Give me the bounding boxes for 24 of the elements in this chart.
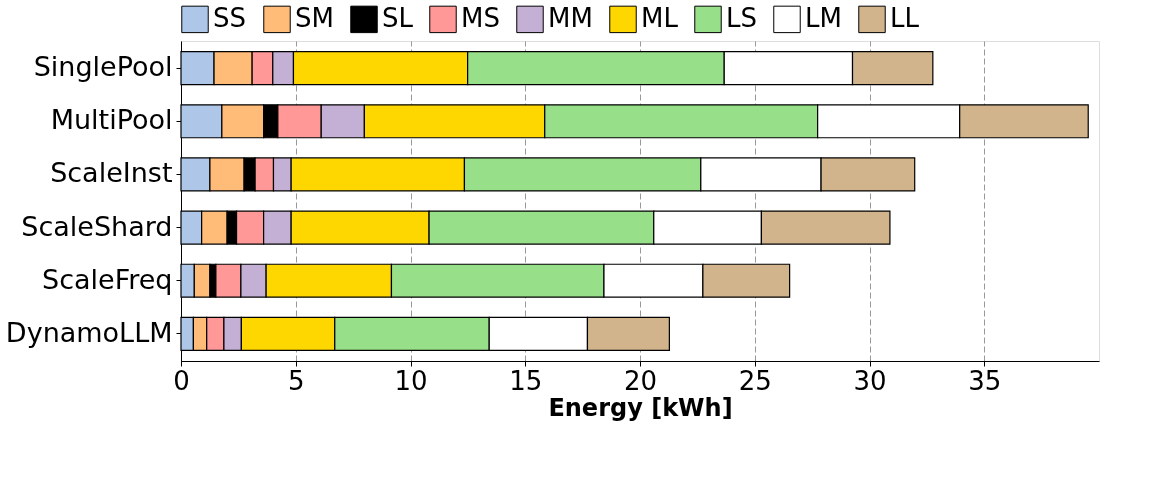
y-tick-label: SinglePool [33, 51, 173, 83]
x-axis-title: Energy [kWh] [548, 393, 733, 422]
legend-label: MS [461, 3, 500, 34]
x-tick-label: 10 [394, 365, 428, 396]
y-tick-label: ScaleShard [21, 210, 173, 242]
x-tick-label: 30 [853, 365, 887, 396]
y-tick-label: DynamoLLM [5, 316, 173, 348]
x-tick-label: 15 [509, 365, 543, 396]
y-tick-label: MultiPool [50, 104, 173, 136]
x-tick-label: 25 [738, 365, 772, 396]
legend-label: LL [890, 3, 920, 34]
x-tick-label: 5 [287, 365, 305, 396]
x-tick-label: 0 [173, 365, 190, 396]
y-tick-label: ScaleFreq [42, 263, 173, 295]
x-tick-label: 35 [968, 365, 1002, 396]
y-tick-label: ScaleInst [50, 157, 173, 189]
legend-label: SS [213, 3, 247, 34]
legend-label: LM [805, 3, 842, 34]
legend-label: SM [295, 3, 334, 34]
legend-label: ML [641, 3, 679, 34]
legend-label: MM [548, 3, 593, 34]
x-tick-label: 20 [623, 365, 658, 396]
legend-label: LS [726, 3, 757, 34]
legend-label: SL [382, 3, 414, 34]
